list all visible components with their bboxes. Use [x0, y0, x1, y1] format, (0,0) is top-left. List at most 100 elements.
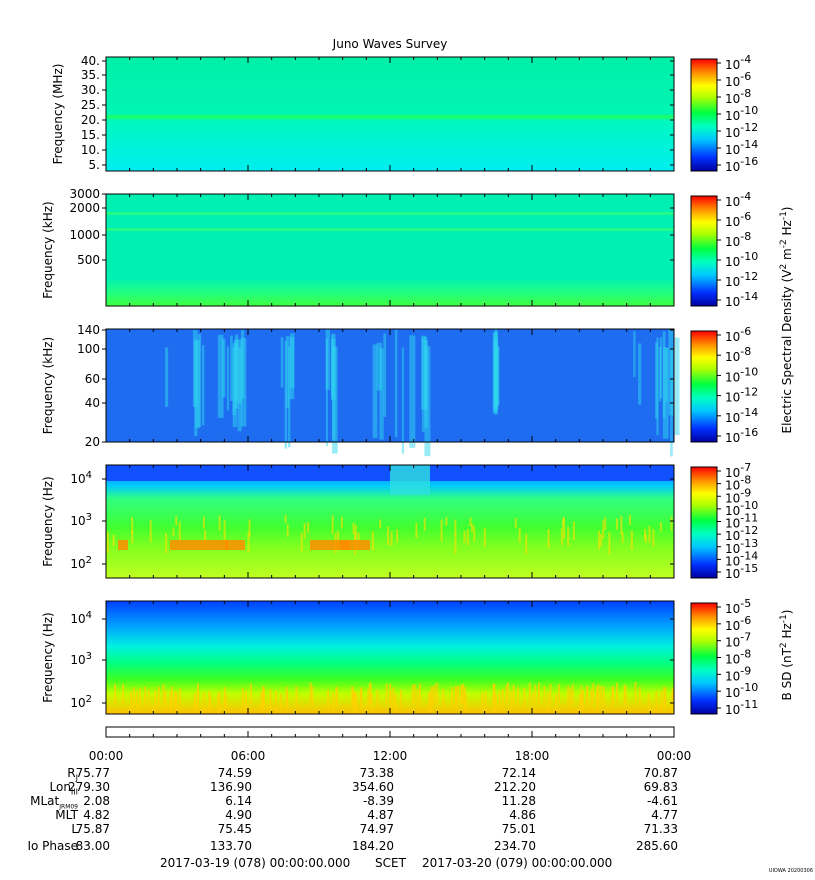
emission-streak: [555, 693, 558, 714]
emission-streak: [284, 340, 288, 449]
emission-streak: [376, 342, 383, 391]
y-tick-label: 140: [77, 323, 100, 337]
emission-streak: [586, 685, 589, 706]
ephemeris-value: 75.87: [75, 822, 110, 836]
emission-streak: [399, 689, 402, 710]
unit-part: ): [780, 206, 794, 211]
y-axis-label: Frequency (kHz): [41, 201, 55, 298]
emission-streak: [409, 335, 416, 448]
emission-streak: [371, 531, 374, 551]
colorbar-tick-label: 10-6: [725, 210, 751, 229]
emission-streak: [394, 693, 397, 714]
colorbar-exponent: -8: [740, 648, 751, 661]
emission-streak: [165, 533, 168, 554]
emission-streak: [549, 683, 552, 704]
emission-streak: [579, 693, 582, 714]
emission-streak: [390, 531, 393, 546]
emission-streak: [671, 687, 674, 708]
emission-streak: [451, 687, 454, 708]
panel-background: [106, 329, 674, 442]
chart-title: Juno Waves Survey: [332, 37, 448, 51]
emission-streak: [197, 333, 202, 428]
ephemeris-value: 6.14: [225, 794, 252, 808]
emission-streak: [396, 529, 399, 543]
emission-streak: [221, 339, 226, 398]
emission-streak: [175, 516, 178, 526]
colorbar-tick-label: 10-10: [725, 250, 758, 269]
emission-streak: [516, 687, 519, 708]
ephemeris-value: 4.86: [509, 808, 536, 822]
ephemeris-value: 279.30: [68, 780, 110, 794]
emission-streak: [131, 530, 134, 544]
emission-streak: [484, 691, 487, 712]
colorbar-tick-label: 10-6: [725, 325, 751, 344]
y-tick-label: 60: [85, 372, 100, 386]
y-tick-exponent: 4: [86, 610, 92, 621]
emission-streak: [286, 690, 289, 711]
emission-streak: [498, 690, 501, 711]
y-tick-label: 20: [85, 435, 100, 449]
emission-streak: [543, 685, 546, 706]
emission-streak: [367, 689, 370, 710]
time-tick-label: 06:00: [231, 749, 266, 763]
time-tick-label: 00:00: [657, 749, 692, 763]
emission-streak: [332, 333, 336, 440]
emission-streak: [352, 522, 355, 534]
ephemeris-value: 74.97: [359, 822, 394, 836]
ephemeris-value: 83.00: [75, 839, 110, 853]
ephemeris-value: 212.20: [494, 780, 536, 794]
ephemeris-value: 234.70: [494, 839, 536, 853]
y-axis-label: Frequency (kHz): [41, 337, 55, 434]
emission-streak: [171, 686, 174, 707]
emission-streak: [202, 516, 205, 529]
y-tick-label: 5.: [89, 158, 100, 172]
emission-streak: [464, 692, 467, 713]
emission-streak: [196, 689, 199, 710]
emission-streak: [563, 517, 566, 539]
ephemeris-value: 72.14: [501, 766, 536, 780]
emission-streak: [537, 690, 540, 711]
y-tick-label: 103: [70, 651, 92, 667]
colorbar-gradient: [690, 466, 718, 579]
ephemeris-value: 354.60: [352, 780, 394, 794]
y-tick-label: 15.: [81, 128, 100, 142]
emission-streak: [630, 530, 633, 551]
emission-streak: [534, 684, 537, 705]
emission-streak: [337, 530, 340, 549]
footer-axis-label: SCET: [375, 856, 406, 870]
panel-background: [106, 57, 674, 171]
emission-streak: [463, 531, 466, 543]
emission-streak: [596, 686, 599, 707]
ephemeris-label: MLT: [55, 808, 78, 822]
emission-streak: [514, 518, 517, 528]
unit-exponent: -1: [779, 614, 789, 623]
emission-streak: [602, 686, 605, 707]
ephemeris-value: 4.77: [651, 808, 678, 822]
emission-streak: [518, 527, 521, 543]
unit-exponent: 2: [779, 642, 789, 648]
emission-streak: [340, 516, 343, 529]
unit-part: ): [780, 610, 794, 615]
emission-streak: [481, 692, 484, 713]
emission-streak: [411, 684, 414, 705]
emission-streak: [173, 691, 176, 712]
ephemeris-value: 4.82: [83, 808, 110, 822]
colorbar-tick-label: 10-10: [725, 365, 758, 384]
ephemeris-value: 73.38: [359, 766, 394, 780]
footer-start-time: 2017-03-19 (078) 00:00:00.000: [160, 856, 351, 870]
emission-streak: [311, 686, 314, 707]
emission-streak: [379, 348, 384, 440]
emission-streak: [428, 691, 431, 712]
emission-streak: [659, 522, 662, 532]
unit-part: Hz: [780, 220, 794, 239]
emission-streak: [218, 691, 221, 712]
emission-streak: [309, 682, 312, 703]
emission-streak: [416, 689, 419, 710]
colorbar-exponent: -7: [740, 461, 751, 474]
colorbar-tick-label: 10-8: [725, 230, 751, 249]
y-axis-label: Frequency (MHz): [51, 64, 65, 165]
emission-streak: [385, 683, 388, 704]
emission-streak: [547, 529, 550, 549]
emission-streak: [132, 687, 135, 708]
